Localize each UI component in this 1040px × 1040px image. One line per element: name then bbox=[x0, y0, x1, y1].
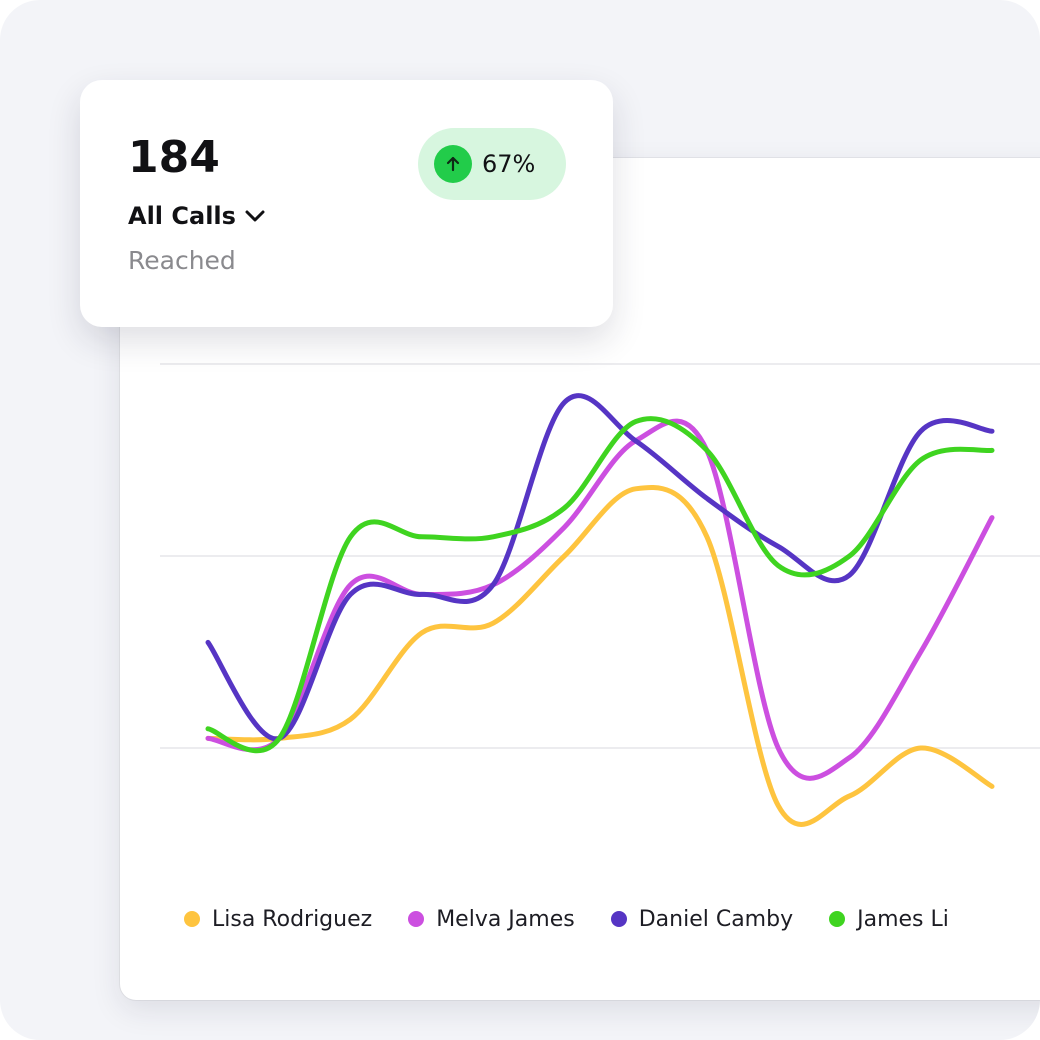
line-chart bbox=[160, 363, 1040, 827]
chart-grid bbox=[160, 363, 1040, 749]
legend-dot-james bbox=[829, 911, 846, 927]
series-line-james-li bbox=[205, 416, 995, 754]
legend-label: James Li bbox=[857, 906, 949, 932]
legend-dot-lisa bbox=[184, 911, 200, 927]
legend-item-melva-james[interactable]: Melva James bbox=[408, 907, 575, 932]
series-line-daniel-camby bbox=[205, 393, 995, 741]
legend-item-daniel-camby[interactable]: Daniel Camby bbox=[610, 906, 794, 932]
legend-item-lisa-rodriguez[interactable]: Lisa Rodriguez bbox=[184, 907, 372, 932]
series-line-lisa-rodriguez bbox=[205, 485, 995, 827]
chart-legend: Lisa Rodriguez Melva James Daniel Camby … bbox=[184, 904, 949, 934]
change-badge: 67% bbox=[418, 128, 566, 200]
chart-series bbox=[205, 393, 995, 827]
legend-label: Daniel Camby bbox=[638, 906, 794, 932]
legend-item-james-li[interactable]: James Li bbox=[829, 907, 949, 932]
legend-dot-melva bbox=[408, 911, 425, 927]
calls-filter-dropdown[interactable]: All Calls bbox=[128, 202, 266, 230]
legend-label: Melva James bbox=[436, 906, 575, 932]
calls-subtitle: Reached bbox=[128, 246, 236, 275]
chevron-down-icon bbox=[244, 209, 266, 223]
arrow-up-circle-icon bbox=[434, 145, 472, 183]
calls-summary-card: 184 All Calls Reached 67% bbox=[80, 80, 613, 327]
legend-dot-daniel bbox=[610, 911, 627, 927]
calls-count: 184 bbox=[128, 132, 220, 183]
legend-label: Lisa Rodriguez bbox=[212, 906, 373, 932]
change-percent: 67% bbox=[482, 150, 536, 178]
calls-filter-label: All Calls bbox=[128, 202, 236, 230]
